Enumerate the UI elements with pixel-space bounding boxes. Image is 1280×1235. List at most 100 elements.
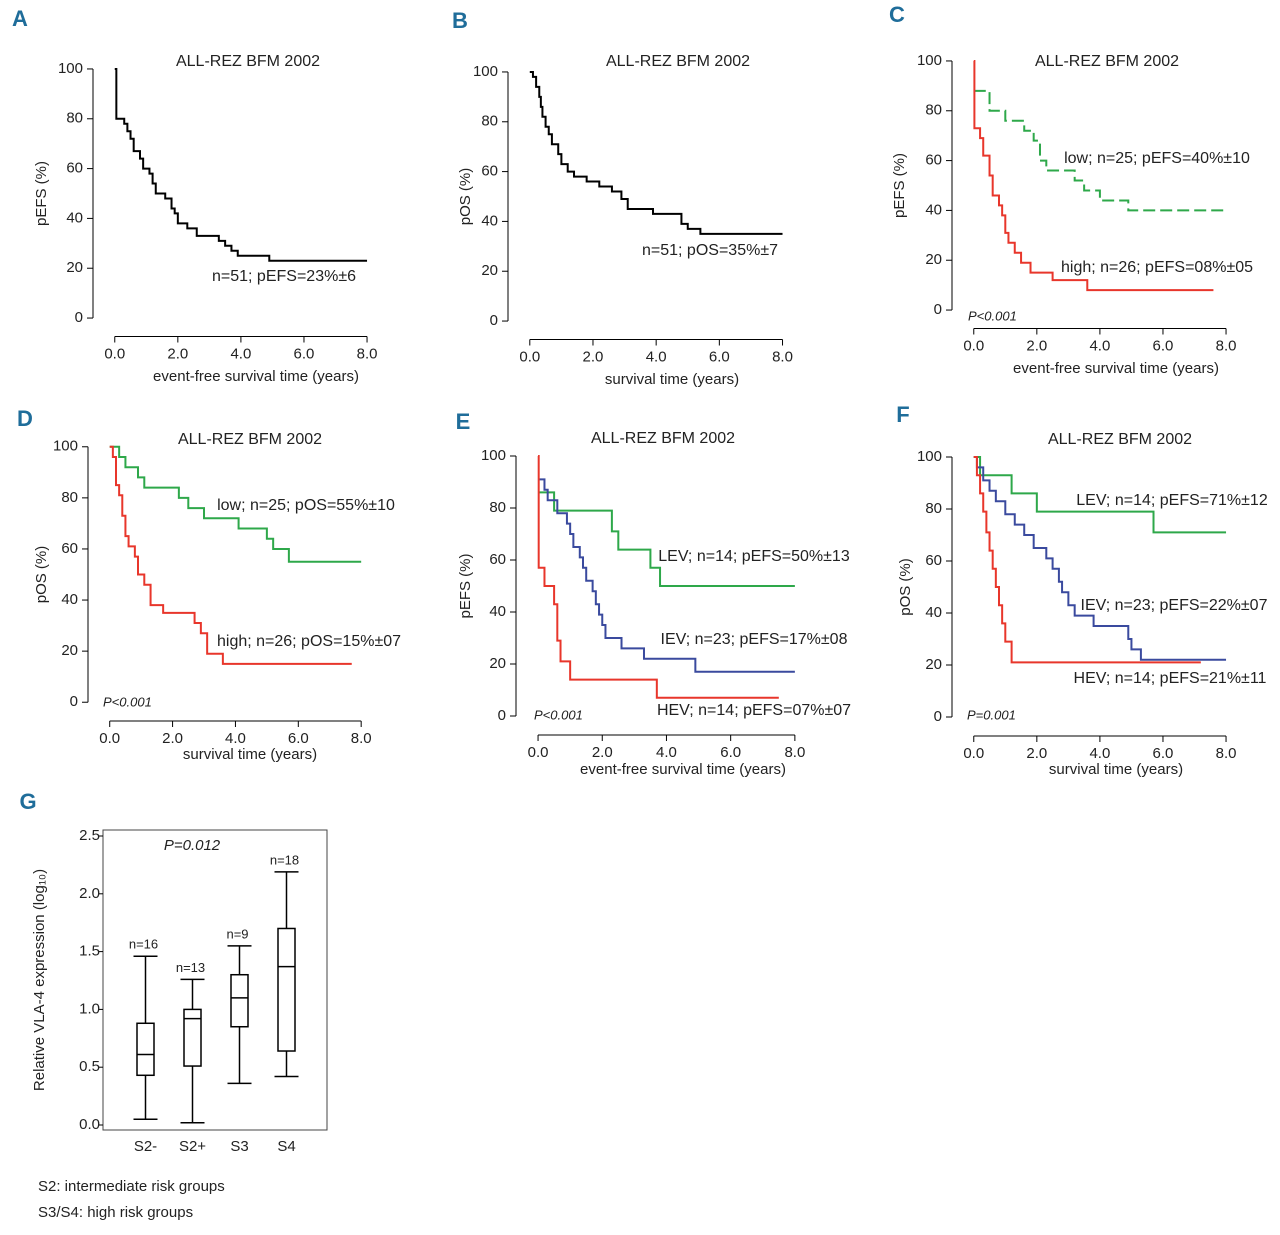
panel-letter: B	[452, 8, 468, 33]
survival-curve	[109, 445, 362, 563]
annotation: n=51; pEFS=23%±6	[212, 268, 356, 285]
x-tick-label: 2.0	[583, 348, 604, 365]
annotation: IEV; n=23; pEFS=22%±07	[1081, 597, 1268, 614]
x-tick-label: 2.0	[1026, 745, 1047, 762]
x-tick-label: 8.0	[784, 744, 805, 761]
x-axis-label: event-free survival time (years)	[1013, 360, 1219, 377]
survival-curve	[538, 478, 795, 673]
x-tick-label: 0.0	[528, 744, 549, 761]
y-tick-label: 20	[925, 251, 942, 268]
x-tick-label: 6.0	[288, 730, 309, 747]
y-tick-label: 0	[934, 708, 942, 725]
x-axis-label: survival time (years)	[183, 746, 317, 763]
y-tick-label: 100	[917, 52, 942, 69]
y-tick-label: 0	[490, 312, 498, 329]
x-tick-label: 4.0	[225, 730, 246, 747]
x-tick-label: 8.0	[1216, 337, 1237, 354]
p-value: P<0.001	[968, 308, 1017, 323]
x-tick-label: 6.0	[1153, 337, 1174, 354]
x-axis-label: survival time (years)	[1049, 761, 1183, 778]
y-tick-label: 0.5	[79, 1058, 100, 1075]
y-tick-label: 0	[498, 707, 506, 724]
x-tick-label: 2.0	[167, 345, 188, 362]
y-tick-label: 80	[481, 113, 498, 130]
x-tick-label: 8.0	[1216, 745, 1237, 762]
chart-title: ALL-REZ BFM 2002	[606, 53, 750, 70]
annotation: HEV; n=14; pEFS=21%±11	[1074, 670, 1267, 687]
x-tick-label: S4	[277, 1138, 295, 1155]
survival-curve	[973, 59, 1214, 292]
x-tick-label: 4.0	[656, 744, 677, 761]
x-tick-label: 8.0	[351, 730, 372, 747]
x-tick-label: 2.0	[162, 730, 183, 747]
x-tick-label: 4.0	[1089, 337, 1110, 354]
n-label: n=18	[270, 852, 299, 867]
survival-curve	[973, 456, 1227, 661]
x-tick-label: S2+	[179, 1138, 206, 1155]
y-tick-label: 80	[925, 102, 942, 119]
footnote: S2: intermediate risk groups	[38, 1178, 225, 1195]
annotation: low; n=25; pOS=55%±10	[217, 497, 395, 514]
y-tick-label: 40	[66, 209, 83, 226]
panel-letter: D	[17, 406, 33, 431]
x-tick-label: 0.0	[519, 348, 540, 365]
p-value: P<0.001	[103, 694, 152, 709]
y-tick-label: 0	[75, 309, 83, 326]
y-tick-label: 60	[66, 160, 83, 177]
y-tick-label: 100	[58, 60, 83, 77]
y-tick-label: 100	[917, 448, 942, 465]
annotation: n=51; pOS=35%±7	[642, 242, 778, 259]
x-tick-label: 4.0	[646, 348, 667, 365]
y-axis-label: pOS (%)	[457, 168, 474, 226]
y-tick-label: 40	[925, 604, 942, 621]
n-label: n=13	[176, 960, 205, 975]
x-axis-label: event-free survival time (years)	[580, 761, 786, 778]
y-tick-label: 100	[473, 63, 498, 80]
y-tick-label: 40	[481, 212, 498, 229]
x-tick-label: 6.0	[720, 744, 741, 761]
y-tick-label: 2.0	[79, 885, 100, 902]
y-tick-label: 20	[489, 655, 506, 672]
x-tick-label: 0.0	[104, 345, 125, 362]
annotation: low; n=25; pEFS=40%±10	[1064, 150, 1250, 167]
survival-curve	[529, 70, 783, 235]
x-tick-label: 6.0	[1153, 745, 1174, 762]
x-tick-label: S3	[230, 1138, 248, 1155]
chart-title: P=0.012	[164, 837, 221, 854]
n-label: n=9	[226, 926, 248, 941]
y-axis-label: pEFS (%)	[33, 161, 50, 226]
panel-letter: E	[456, 409, 471, 434]
y-tick-label: 60	[61, 540, 78, 557]
y-tick-label: 0	[934, 301, 942, 318]
panel-letter: G	[19, 789, 36, 814]
y-tick-label: 20	[925, 656, 942, 673]
annotation: IEV; n=23; pEFS=17%±08	[661, 631, 848, 648]
y-tick-label: 0.0	[79, 1116, 100, 1133]
y-tick-label: 20	[481, 262, 498, 279]
panel-letter: F	[896, 402, 909, 427]
chart-title: ALL-REZ BFM 2002	[1048, 431, 1192, 448]
survival-curve	[973, 456, 1227, 534]
box	[136, 1022, 155, 1077]
x-tick-label: 4.0	[1089, 745, 1110, 762]
y-tick-label: 1.0	[79, 1000, 100, 1017]
survival-curve	[973, 456, 1201, 664]
survival-curve	[109, 445, 352, 665]
x-axis-label: event-free survival time (years)	[153, 368, 359, 385]
y-tick-label: 60	[489, 551, 506, 568]
survival-curve	[537, 455, 779, 699]
panel-letter: A	[12, 6, 28, 31]
y-tick-label: 2.5	[79, 827, 100, 844]
x-tick-label: 4.0	[230, 345, 251, 362]
chart-title: ALL-REZ BFM 2002	[176, 53, 320, 70]
chart-title: ALL-REZ BFM 2002	[1035, 53, 1179, 70]
y-axis-label: Relative VLA-4 expression (log₁₀)	[31, 869, 48, 1091]
survival-curve	[973, 89, 1227, 212]
y-tick-label: 100	[481, 447, 506, 464]
x-tick-label: 0.0	[963, 745, 984, 762]
y-axis-label: pEFS (%)	[457, 553, 474, 618]
y-tick-label: 80	[61, 489, 78, 506]
x-tick-label: 6.0	[709, 348, 730, 365]
y-tick-label: 0	[70, 693, 78, 710]
